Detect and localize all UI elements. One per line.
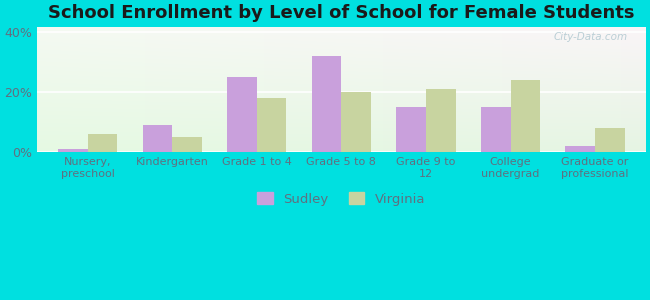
- Bar: [341, 92, 371, 152]
- Bar: [312, 56, 341, 152]
- Bar: [566, 146, 595, 152]
- Bar: [58, 149, 88, 152]
- Bar: [142, 125, 172, 152]
- Bar: [172, 137, 202, 152]
- Bar: [595, 128, 625, 152]
- Bar: [481, 107, 510, 152]
- Title: School Enrollment by Level of School for Female Students: School Enrollment by Level of School for…: [48, 4, 634, 22]
- Bar: [257, 98, 287, 152]
- Text: City-Data.com: City-Data.com: [553, 32, 627, 41]
- Legend: Sudley, Virginia: Sudley, Virginia: [252, 187, 431, 211]
- Bar: [88, 134, 117, 152]
- Bar: [396, 107, 426, 152]
- Bar: [227, 77, 257, 152]
- Bar: [510, 80, 540, 152]
- Bar: [426, 89, 456, 152]
